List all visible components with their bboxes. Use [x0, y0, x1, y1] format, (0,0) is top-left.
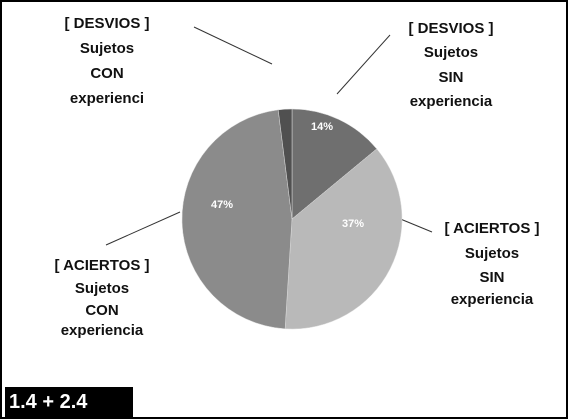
- slice-label: experiencia: [410, 93, 493, 110]
- slice-label: SIN: [438, 69, 463, 86]
- chart: 14% 37% 47% 2% [ DESVIOS ] Sujetos SIN experien…: [54, 15, 539, 339]
- slice-label: Sujetos: [424, 44, 478, 61]
- slice-label: Sujetos: [80, 40, 134, 57]
- caption: 1.4 + 2.4: [5, 387, 133, 417]
- slice-label: Sujetos: [465, 245, 519, 262]
- value-label: 2%: [278, 70, 294, 82]
- value-label: 47%: [211, 199, 233, 211]
- leader-line: [397, 217, 433, 233]
- pie-slice: [284, 148, 403, 330]
- pie-slice: [291, 108, 378, 220]
- slice-label: SIN: [479, 269, 504, 286]
- pie-slice: [181, 109, 293, 330]
- leader-line: [193, 26, 273, 65]
- slice-label: Sujetos: [75, 280, 129, 297]
- slice-label: [ DESVIOS ]: [408, 20, 493, 37]
- leader-lines: [105, 26, 433, 246]
- slice-label: CON: [90, 65, 123, 82]
- slice-label: experiencia: [451, 291, 534, 308]
- slice-label: [ ACIERTOS ]: [444, 220, 539, 237]
- slice-label: [ ACIERTOS ]: [54, 257, 149, 274]
- value-label: 14%: [311, 121, 333, 133]
- value-label: 37%: [342, 218, 364, 230]
- slice-label: [ DESVIOS ]: [64, 15, 149, 32]
- leader-line: [105, 211, 181, 246]
- slice-label: CON: [85, 302, 118, 319]
- pie-slice: [277, 108, 293, 220]
- slice-label: experiencia: [61, 322, 144, 339]
- leader-line: [336, 34, 391, 95]
- slice-label: experienci: [70, 90, 144, 107]
